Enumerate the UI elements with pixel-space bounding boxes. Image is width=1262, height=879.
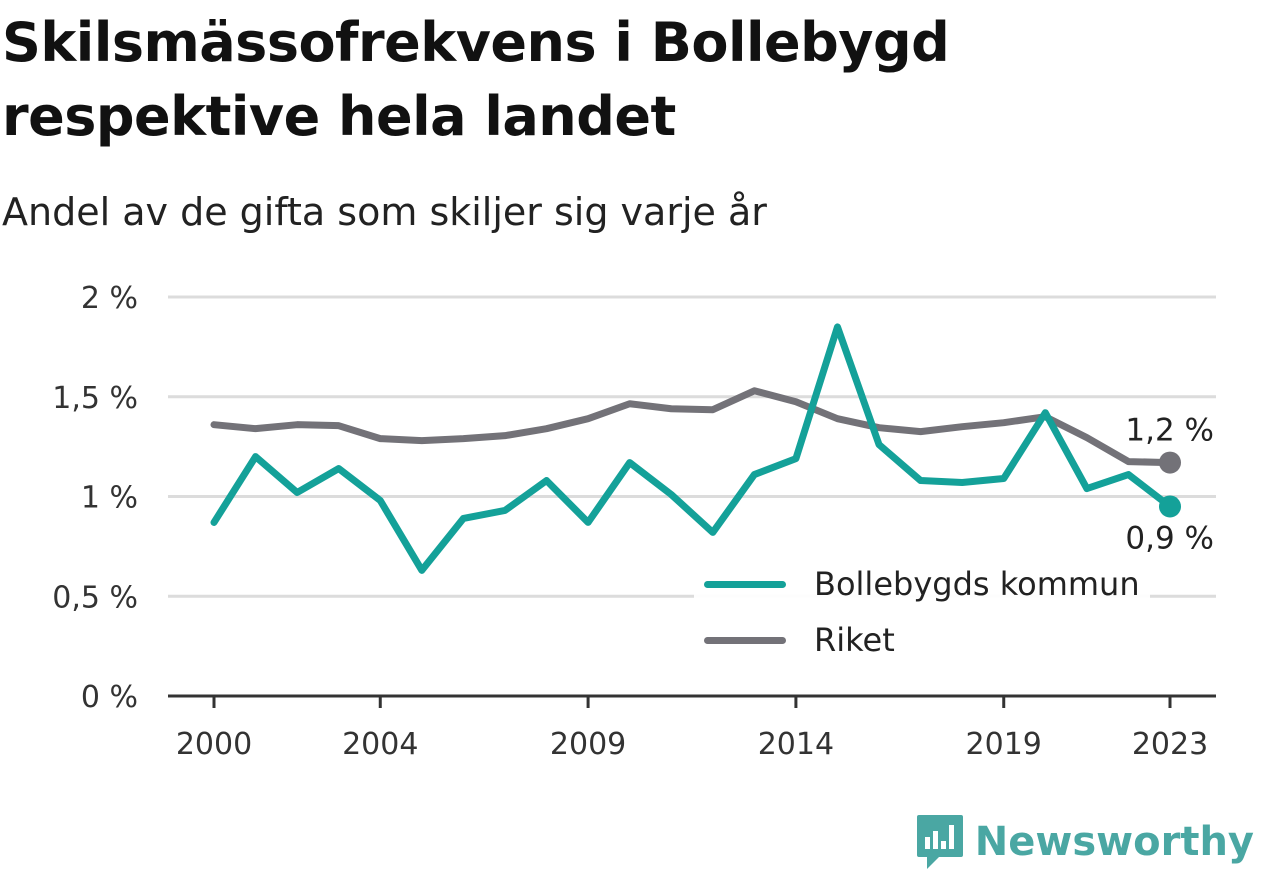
legend-label-bollebygd: Bollebygds kommun xyxy=(814,565,1140,603)
x-tick-label: 2023 xyxy=(1132,727,1208,762)
legend: Bollebygds kommun Riket xyxy=(694,552,1150,674)
y-tick-label: 2 % xyxy=(81,281,138,316)
y-tick-label: 0 % xyxy=(81,680,138,715)
newsworthy-logo-icon xyxy=(916,815,963,869)
end-marker-riket xyxy=(1159,451,1181,474)
y-tick-label: 1 % xyxy=(81,481,138,516)
chart-title: Skilsmässofrekvens i Bollebygd respektiv… xyxy=(2,11,950,148)
x-tick-label: 2000 xyxy=(176,727,252,762)
series-lines xyxy=(210,323,1174,574)
x-tick-label: 2009 xyxy=(550,727,626,762)
legend-swatch-bollebygd xyxy=(704,580,786,588)
legend-item-riket: Riket xyxy=(704,612,1140,668)
series-end-markers: 1,2 % 0,9 % xyxy=(1125,413,1214,557)
brand-logo: Newsworthy xyxy=(915,813,1254,871)
chart-subtitle: Andel av de gifta som skiljer sig varje … xyxy=(2,190,767,234)
brand-name: Newsworthy xyxy=(974,819,1254,865)
y-tick-label: 1,5 % xyxy=(52,381,138,416)
x-tick-label: 2014 xyxy=(758,727,834,762)
x-axis-ticks: 2000 2004 2009 2014 2019 2023 xyxy=(176,696,1208,762)
legend-swatch-riket xyxy=(704,636,786,644)
legend-label-riket: Riket xyxy=(814,621,895,659)
end-marker-bollebygd xyxy=(1159,495,1181,518)
series-line-bollebygd xyxy=(210,323,1174,574)
series-line-riket xyxy=(210,387,1174,467)
legend-item-bollebygd: Bollebygds kommun xyxy=(704,556,1140,612)
x-tick-label: 2019 xyxy=(966,727,1042,762)
y-tick-label: 0,5 % xyxy=(52,580,138,615)
x-tick-label: 2004 xyxy=(342,727,418,762)
y-axis-ticks: 0 % 0,5 % 1 % 1,5 % 2 % xyxy=(52,281,138,715)
end-label-riket: 1,2 % xyxy=(1125,413,1214,449)
end-label-bollebygd: 0,9 % xyxy=(1125,520,1214,556)
